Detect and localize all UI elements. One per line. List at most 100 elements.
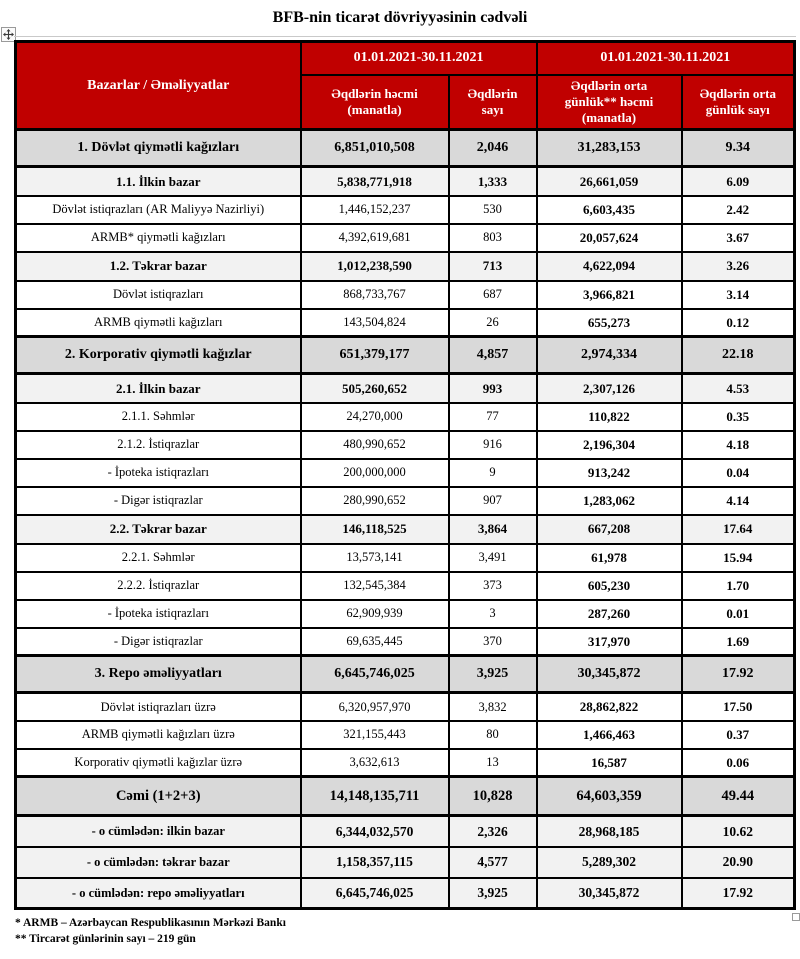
table-row: Dövlət istiqrazları (AR Maliyyə Nazirliy… xyxy=(14,194,796,225)
cell-deal-count: 530 xyxy=(447,194,538,225)
cell-avg-daily-volume: 6,603,435 xyxy=(535,194,683,225)
cell-avg-daily-volume: 30,345,872 xyxy=(535,654,683,695)
row-label: 2.2.1. Səhmlər xyxy=(14,542,302,573)
header-deal-count: Əqdlərin sayı xyxy=(447,73,538,132)
cell-deal-volume: 146,118,525 xyxy=(299,513,450,545)
table-row: 2.1.1. Səhmlər 24,270,000 77 110,822 0.35 xyxy=(14,401,796,432)
cell-deal-count: 1,333 xyxy=(447,165,538,197)
cell-avg-daily-volume: 4,622,094 xyxy=(535,250,683,282)
row-label: 2.1. İlkin bazar xyxy=(14,372,302,404)
table-row: 1. Dövlət qiymətli kağızları 6,851,010,50… xyxy=(14,128,796,169)
header-markets-operations: Bazarlar / Əməliyyatlar xyxy=(14,40,302,132)
cell-deal-count: 3,832 xyxy=(447,691,538,722)
cell-avg-daily-count: 3.26 xyxy=(680,250,796,282)
cell-deal-count: 3 xyxy=(447,598,538,629)
cell-deal-volume: 1,158,357,115 xyxy=(299,845,450,879)
cell-avg-daily-volume: 110,822 xyxy=(535,401,683,432)
footnotes: * ARMB – Azərbaycan Respublikasının Mərk… xyxy=(15,916,286,947)
table-row: - İpoteka istiqrazları 62,909,939 3 287,260… xyxy=(14,598,796,629)
cell-avg-daily-volume: 26,661,059 xyxy=(535,165,683,197)
cell-deal-count: 370 xyxy=(447,626,538,657)
cell-avg-daily-count: 6.09 xyxy=(680,165,796,197)
cell-deal-volume: 280,990,652 xyxy=(299,485,450,516)
table-row: Korporativ qiymətli kağızlar üzrə 3,632,6… xyxy=(14,747,796,778)
table-row: 3. Repo əməliyyatları 6,645,746,025 3,925 3… xyxy=(14,654,796,695)
table-move-handle-icon[interactable] xyxy=(1,27,16,42)
cell-deal-count: 26 xyxy=(447,307,538,338)
table-row: - Digər istiqrazlar 69,635,445 370 317,970 1… xyxy=(14,626,796,657)
cell-avg-daily-count: 49.44 xyxy=(680,775,796,818)
cell-avg-daily-volume: 605,230 xyxy=(535,570,683,601)
cell-avg-daily-count: 17.92 xyxy=(680,654,796,695)
row-label: Dövlət istiqrazları üzrə xyxy=(14,691,302,722)
cell-deal-count: 3,925 xyxy=(447,654,538,695)
cell-avg-daily-volume: 28,968,185 xyxy=(535,814,683,848)
cell-avg-daily-count: 3.14 xyxy=(680,279,796,310)
cell-deal-volume: 62,909,939 xyxy=(299,598,450,629)
table-row: ARMB* qiymətli kağızları 4,392,619,681 803… xyxy=(14,222,796,253)
cell-deal-count: 687 xyxy=(447,279,538,310)
header-period-1: 01.01.2021-30.11.2021 xyxy=(299,40,538,76)
row-label: Dövlət istiqrazları (AR Maliyyə Nazirliy… xyxy=(14,194,302,225)
cell-avg-daily-count: 4.18 xyxy=(680,429,796,460)
row-label: - İpoteka istiqrazları xyxy=(14,457,302,488)
table-row: - Digər istiqrazlar 280,990,652 907 1,283,0… xyxy=(14,485,796,516)
cell-deal-volume: 24,270,000 xyxy=(299,401,450,432)
cell-avg-daily-count: 1.70 xyxy=(680,570,796,601)
table-row: 2.1. İlkin bazar 505,260,652 993 2,307,126 4… xyxy=(14,372,796,404)
cell-avg-daily-volume: 1,466,463 xyxy=(535,719,683,750)
cell-avg-daily-count: 0.01 xyxy=(680,598,796,629)
table-row: 2.1.2. İstiqrazlar 480,990,652 916 2,196,30… xyxy=(14,429,796,460)
cell-deal-count: 2,326 xyxy=(447,814,538,848)
row-label: 1.1. İlkin bazar xyxy=(14,165,302,197)
row-label: - Digər istiqrazlar xyxy=(14,485,302,516)
cell-avg-daily-volume: 61,978 xyxy=(535,542,683,573)
table-resize-handle-icon[interactable] xyxy=(792,913,800,921)
cell-deal-count: 916 xyxy=(447,429,538,460)
table-row: 1.2. Təkrar bazar 1,012,238,590 713 4,622,0… xyxy=(14,250,796,282)
table-row: 2.2.2. İstiqrazlar 132,545,384 373 605,230 1… xyxy=(14,570,796,601)
cell-avg-daily-count: 20.90 xyxy=(680,845,796,879)
cell-avg-daily-count: 0.37 xyxy=(680,719,796,750)
header-avg-daily-volume: Əqdlərin orta günlük** həcmi (manatla) xyxy=(535,73,683,132)
cell-avg-daily-volume: 20,057,624 xyxy=(535,222,683,253)
table-row: ARMB qiymətli kağızları 143,504,824 26 655,… xyxy=(14,307,796,338)
cell-deal-volume: 6,344,032,570 xyxy=(299,814,450,848)
cell-deal-count: 13 xyxy=(447,747,538,778)
cell-deal-volume: 132,545,384 xyxy=(299,570,450,601)
cell-avg-daily-count: 2.42 xyxy=(680,194,796,225)
footnote-trading-days: ** Tircarət günlərinin sayı – 219 gün xyxy=(15,932,196,945)
cell-deal-count: 80 xyxy=(447,719,538,750)
cell-deal-count: 4,857 xyxy=(447,335,538,376)
cell-avg-daily-count: 17.50 xyxy=(680,691,796,722)
cell-deal-count: 4,577 xyxy=(447,845,538,879)
cell-deal-volume: 5,838,771,918 xyxy=(299,165,450,197)
row-label: - o cümlədən: repo əməliyyatları xyxy=(14,876,302,910)
table-row: ARMB qiymətli kağızları üzrə 321,155,443 8… xyxy=(14,719,796,750)
row-label: Cəmi (1+2+3) xyxy=(14,775,302,818)
cell-avg-daily-count: 0.04 xyxy=(680,457,796,488)
cell-deal-count: 803 xyxy=(447,222,538,253)
cell-avg-daily-count: 9.34 xyxy=(680,128,796,169)
text-boundary-line xyxy=(14,36,796,37)
row-label: 1.2. Təkrar bazar xyxy=(14,250,302,282)
header-period-2: 01.01.2021-30.11.2021 xyxy=(535,40,796,76)
cell-deal-count: 993 xyxy=(447,372,538,404)
cell-avg-daily-volume: 287,260 xyxy=(535,598,683,629)
cell-avg-daily-volume: 2,974,334 xyxy=(535,335,683,376)
row-label: 1. Dövlət qiymətli kağızları xyxy=(14,128,302,169)
cell-avg-daily-volume: 5,289,302 xyxy=(535,845,683,879)
cell-deal-volume: 868,733,767 xyxy=(299,279,450,310)
cell-deal-count: 373 xyxy=(447,570,538,601)
cell-avg-daily-count: 10.62 xyxy=(680,814,796,848)
cell-deal-volume: 6,645,746,025 xyxy=(299,876,450,910)
cell-avg-daily-volume: 64,603,359 xyxy=(535,775,683,818)
cell-avg-daily-volume: 2,307,126 xyxy=(535,372,683,404)
cell-avg-daily-volume: 317,970 xyxy=(535,626,683,657)
row-label: Dövlət istiqrazları xyxy=(14,279,302,310)
cell-avg-daily-volume: 28,862,822 xyxy=(535,691,683,722)
cell-deal-volume: 1,446,152,237 xyxy=(299,194,450,225)
row-label: - o cümlədən: təkrar bazar xyxy=(14,845,302,879)
cell-deal-volume: 143,504,824 xyxy=(299,307,450,338)
cell-avg-daily-count: 1.69 xyxy=(680,626,796,657)
